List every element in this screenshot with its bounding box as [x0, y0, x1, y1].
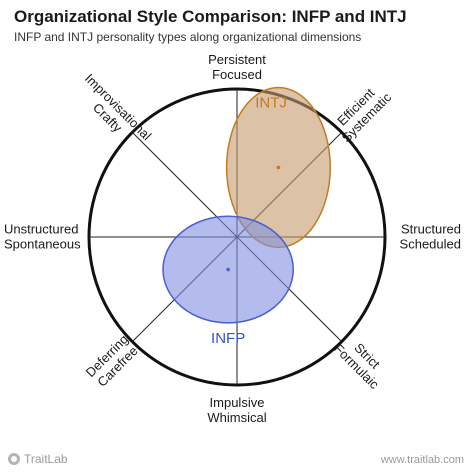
series-center-intj	[276, 165, 281, 170]
axis-label-unstructured: Unstructured	[4, 222, 78, 237]
traitlab-logo: TraitLab	[8, 452, 68, 466]
axis-label-structured: Structured	[401, 222, 461, 237]
series-label-intj: INTJ	[255, 95, 287, 112]
axis-label-scheduled: Scheduled	[400, 237, 461, 252]
axis-label-whimsical: Whimsical	[207, 410, 266, 425]
axis-label-focused: Focused	[212, 67, 262, 82]
series-labels: INTJ INFP	[211, 95, 287, 347]
traitlab-logo-icon	[8, 453, 20, 465]
chart-subtitle: INFP and INTJ personality types along or…	[14, 30, 362, 44]
axis-label-spontaneous: Spontaneous	[4, 237, 81, 252]
footer-url: www.traitlab.com	[380, 454, 464, 466]
axis-label-impulsive: Impulsive	[210, 395, 265, 410]
chart-title: Organizational Style Comparison: INFP an…	[14, 7, 407, 26]
series-label-infp: INFP	[211, 330, 245, 347]
series-center-infp	[226, 267, 230, 272]
brand-name: TraitLab	[24, 452, 68, 466]
series-group	[162, 86, 331, 324]
axis-label-persistent: Persistent	[208, 52, 266, 67]
